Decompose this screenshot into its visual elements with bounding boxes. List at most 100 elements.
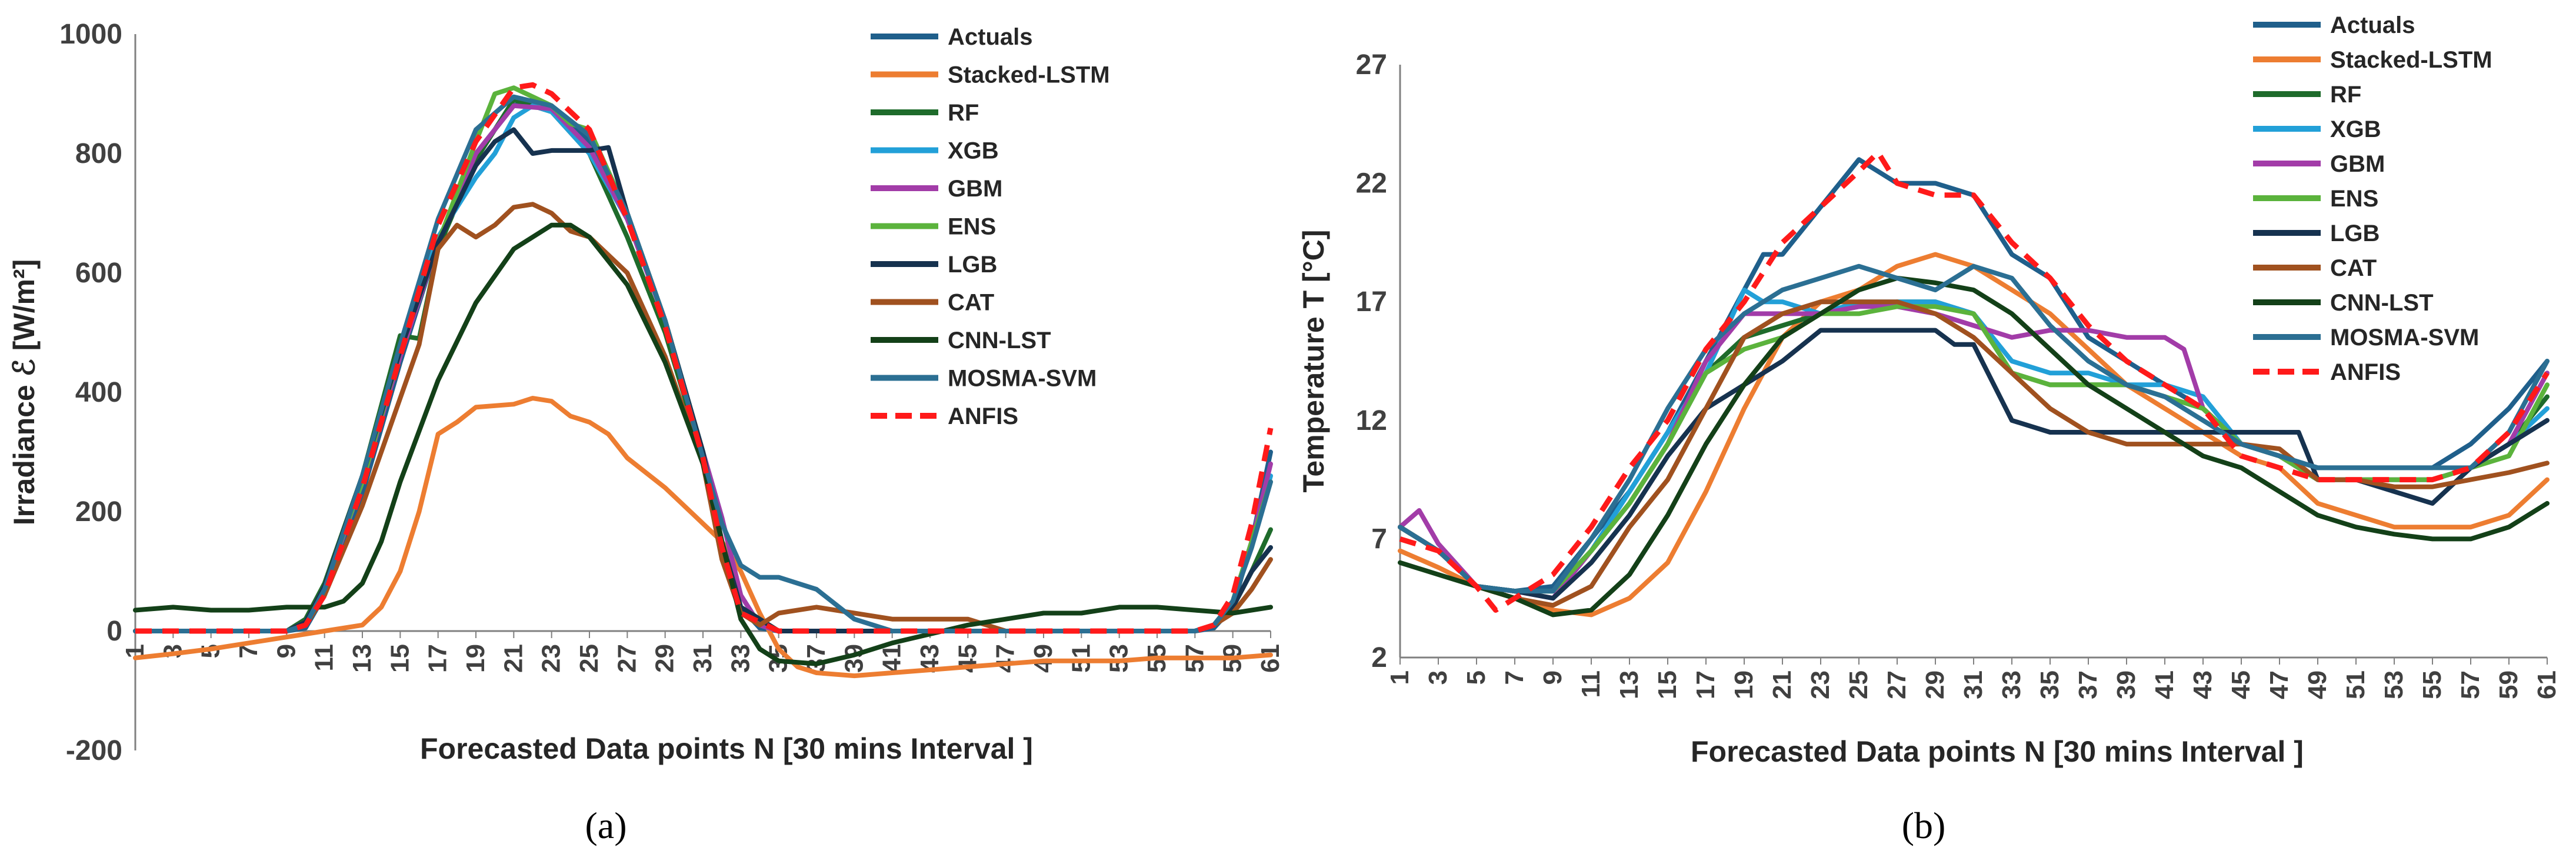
- x-tick-label: 21: [1768, 670, 1797, 699]
- x-tick-label: 47: [2265, 670, 2294, 699]
- series-line-mosma-svm: [1398, 263, 2550, 594]
- legend-label: LGB: [2330, 221, 2380, 246]
- x-tick-label: 51: [2341, 670, 2370, 699]
- series-line-stacked-lstm: [133, 396, 1273, 679]
- legend-label: ENS: [948, 214, 996, 240]
- x-tick-label: 25: [1844, 670, 1873, 699]
- x-tick-label: 25: [575, 644, 604, 673]
- legend-label: ENS: [2330, 186, 2378, 212]
- x-tick-label: 15: [1653, 670, 1682, 699]
- x-tick-label: 21: [499, 644, 528, 673]
- y-tick-label: 800: [75, 138, 122, 169]
- series-line-rf: [133, 97, 1273, 633]
- y-tick-label: 17: [1356, 286, 1387, 318]
- y-tick-label: 1000: [59, 19, 122, 50]
- x-tick-label: 19: [1729, 670, 1758, 699]
- series-line-actuals: [133, 97, 1273, 633]
- x-tick-label: 11: [1577, 670, 1605, 698]
- x-tick-label: 7: [1500, 670, 1529, 685]
- x-tick-label: 5: [1462, 670, 1491, 685]
- y-tick-label: 2: [1371, 642, 1387, 673]
- x-tick-label: 19: [461, 644, 490, 673]
- x-tick-label: 41: [2150, 670, 2179, 699]
- x-tick-label: 35: [2035, 670, 2064, 699]
- series-line-ens: [133, 85, 1273, 633]
- x-tick-label: 17: [424, 644, 452, 673]
- x-tick-label: 23: [537, 644, 566, 673]
- x-tick-label: 31: [1959, 670, 1988, 699]
- y-tick-label: 0: [106, 616, 122, 647]
- y-tick-label: 400: [75, 377, 122, 408]
- legend-label: Stacked-LSTM: [948, 62, 1110, 88]
- x-tick-label: 29: [1921, 670, 1950, 699]
- x-tick-label: 29: [651, 644, 679, 673]
- legend-label: LGB: [948, 252, 997, 278]
- legend-label: MOSMA-SVM: [948, 366, 1097, 392]
- x-tick-label: 47: [991, 644, 1020, 673]
- x-tick-label: 11: [310, 644, 339, 672]
- x-tick-label: 49: [1029, 644, 1058, 673]
- x-tick-label: 41: [878, 644, 907, 673]
- legend-label: GBM: [2330, 151, 2385, 177]
- x-tick-label: 43: [2188, 670, 2217, 699]
- x-tick-label: 17: [1691, 670, 1720, 699]
- x-tick-label: 23: [1806, 670, 1835, 699]
- legend-label: Stacked-LSTM: [2330, 47, 2492, 73]
- y-tick-label: 22: [1356, 168, 1387, 199]
- x-tick-label: 9: [272, 644, 301, 658]
- x-axis-title: Forecasted Data points N [30 mins Interv…: [420, 732, 1033, 765]
- x-tick-label: 57: [2456, 670, 2485, 699]
- x-tick-label: 53: [2380, 670, 2408, 699]
- panel-label: (a): [585, 805, 626, 846]
- x-tick-label: 61: [1256, 644, 1285, 673]
- legend-label: CNN-LST: [948, 328, 1051, 353]
- x-tick-label: 9: [1538, 670, 1567, 685]
- series-line-xgb: [133, 103, 1273, 633]
- y-tick-label: -200: [66, 735, 122, 766]
- x-tick-label: 27: [612, 644, 641, 673]
- y-axis-title: Temperature T [°C]: [1297, 230, 1330, 493]
- x-tick-label: 45: [2227, 670, 2255, 699]
- legend-label: CAT: [2330, 255, 2377, 281]
- x-tick-label: 1: [1385, 670, 1414, 685]
- series-line-lgb: [133, 127, 1273, 633]
- x-tick-label: 59: [2494, 670, 2523, 699]
- y-tick-label: 200: [75, 496, 122, 528]
- series-line-anfis: [135, 82, 1274, 634]
- series-line-cnn-lst: [1398, 275, 2550, 618]
- panel-label: (b): [1902, 805, 1946, 846]
- legend-label: GBM: [948, 176, 1002, 202]
- series-line-gbm: [133, 103, 1273, 633]
- legend-label: ANFIS: [2330, 359, 2401, 385]
- series-line-cat: [133, 202, 1273, 633]
- legend-label: RF: [948, 100, 979, 126]
- x-axis-title: Forecasted Data points N [30 mins Interv…: [1691, 735, 2304, 768]
- legend-label: CAT: [948, 290, 994, 316]
- y-tick-label: 27: [1356, 49, 1387, 81]
- y-tick-label: 12: [1356, 405, 1387, 436]
- x-tick-label: 33: [726, 644, 755, 673]
- x-tick-label: 49: [2303, 670, 2332, 699]
- series-line-cnn-lst: [133, 222, 1273, 666]
- y-tick-label: 7: [1371, 523, 1387, 555]
- legend-label: RF: [2330, 82, 2361, 108]
- x-tick-label: 31: [688, 644, 717, 673]
- series-line-mosma-svm: [133, 94, 1273, 633]
- x-tick-label: 15: [385, 644, 414, 673]
- x-tick-label: 55: [2418, 670, 2447, 699]
- legend-label: XGB: [948, 138, 999, 164]
- legend-label: XGB: [2330, 116, 2381, 142]
- legend-label: Actuals: [948, 24, 1033, 50]
- x-tick-label: 39: [2112, 670, 2141, 699]
- legend-label: CNN-LST: [2330, 290, 2434, 316]
- y-axis-title: Irradiance ℰ [W/m²]: [8, 259, 41, 526]
- legend-label: Actuals: [2330, 12, 2415, 38]
- x-tick-label: 61: [2532, 670, 2561, 699]
- x-tick-label: 3: [1424, 670, 1452, 685]
- x-tick-label: 27: [1882, 670, 1911, 699]
- x-tick-label: 51: [1067, 644, 1095, 673]
- legend-label: ANFIS: [948, 403, 1018, 429]
